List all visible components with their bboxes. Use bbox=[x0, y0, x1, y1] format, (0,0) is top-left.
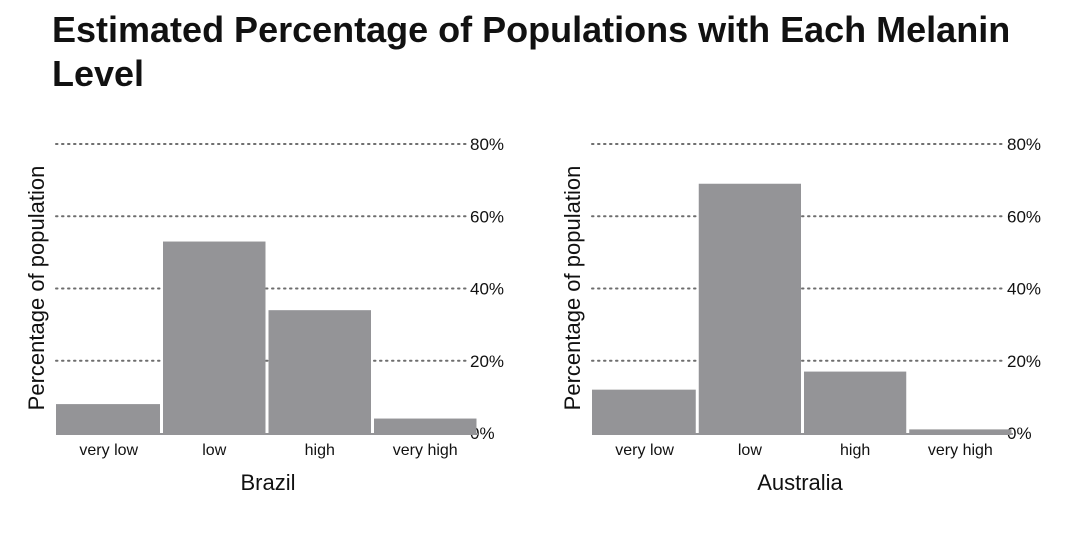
y-tick-label: 60% bbox=[1007, 207, 1041, 226]
bar-high bbox=[804, 371, 907, 433]
bar-very-low bbox=[592, 389, 696, 433]
y-tick-label: 60% bbox=[470, 207, 504, 226]
y-tick-label: 20% bbox=[470, 352, 504, 371]
y-tick-label: 80% bbox=[470, 135, 504, 154]
y-axis-title: Percentage of population bbox=[24, 166, 49, 411]
bar-low bbox=[163, 241, 266, 433]
y-tick-label: 0% bbox=[1007, 424, 1032, 443]
brazil-chart-panel: 0%20%40%60%80%very low low high very highBr… bbox=[24, 135, 504, 495]
bar-high bbox=[268, 310, 371, 433]
x-tick-label: very low bbox=[79, 442, 138, 459]
bar-very-high bbox=[909, 429, 1012, 433]
x-axis-title: Australia bbox=[757, 470, 843, 495]
y-tick-label: 20% bbox=[1007, 352, 1041, 371]
chart-title: Estimated Percentage of Populations with… bbox=[52, 9, 1011, 94]
x-tick-label: high bbox=[840, 442, 870, 459]
x-tick-label: low bbox=[738, 442, 762, 459]
x-tick-label: low bbox=[202, 442, 226, 459]
bar-very-low bbox=[56, 404, 160, 433]
bar-low bbox=[698, 183, 801, 433]
x-tick-label: very high bbox=[393, 442, 458, 459]
australia-chart-panel: 0% 20% 40% 60% 80% very low low high very high Au… bbox=[560, 135, 1041, 495]
x-tick-label: very high bbox=[928, 442, 993, 459]
y-axis-title: Percentage of population bbox=[560, 166, 585, 411]
y-tick-label: 40% bbox=[1007, 280, 1041, 299]
x-axis-title: Brazil bbox=[240, 470, 295, 495]
y-tick-label: 80% bbox=[1007, 135, 1041, 154]
y-tick-label: 40% bbox=[470, 280, 504, 299]
bar-very-high bbox=[374, 418, 477, 433]
x-tick-label: high bbox=[305, 442, 335, 459]
x-tick-label: very low bbox=[615, 442, 674, 459]
